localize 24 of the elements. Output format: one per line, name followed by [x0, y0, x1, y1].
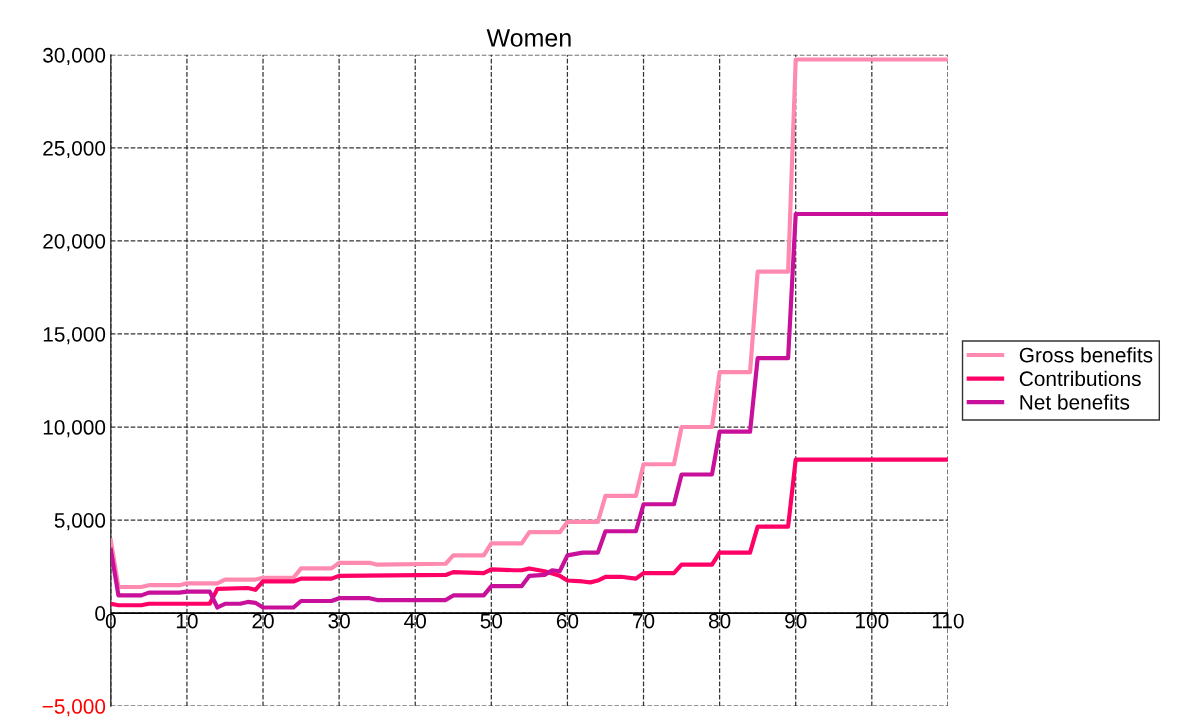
y-tick-label: 10,000 [43, 420, 106, 438]
x-tick-label: 100 [856, 613, 889, 629]
x-tick-label: 110 [932, 613, 964, 629]
y-tick-label: 30,000 [43, 47, 106, 66]
legend-label: Gross benefits [1019, 347, 1153, 363]
x-tick-label: 40 [404, 613, 426, 629]
x-tick-label: 10 [176, 613, 198, 629]
x-tick-label: 20 [252, 613, 274, 629]
legend-label: Contributions [1019, 370, 1141, 387]
legend-label: Net benefits [1020, 394, 1130, 410]
x-tick-label: 60 [556, 613, 579, 629]
x-tick-label: 80 [708, 613, 731, 629]
line-series [110, 457, 948, 608]
chart-title: Women [486, 29, 571, 47]
y-tick-label: 25,000 [43, 140, 106, 159]
y-tick-label: 5,000 [54, 513, 106, 531]
y-tick-label: 15,000 [43, 326, 106, 345]
x-tick-label: 50 [480, 613, 503, 629]
y-tick-label: −5,000 [42, 699, 106, 717]
line-series [110, 211, 948, 610]
x-tick-label: 70 [633, 613, 655, 629]
x-tick-label: 30 [328, 613, 350, 629]
y-tick-label: 20,000 [43, 233, 106, 252]
x-tick-label: 90 [785, 613, 807, 629]
